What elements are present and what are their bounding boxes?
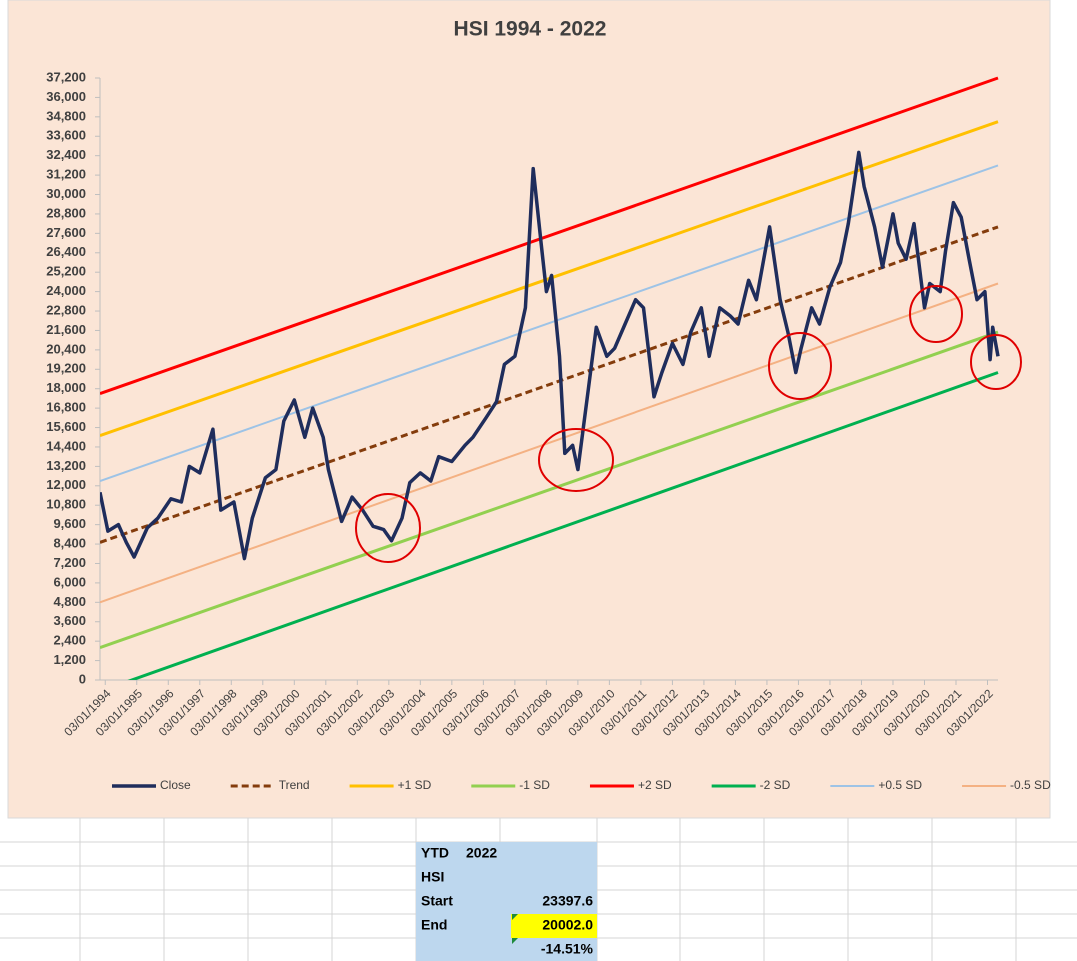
y-tick-label: 19,200 [46, 361, 86, 376]
y-tick-label: 14,400 [46, 438, 86, 453]
y-tick-label: 36,000 [46, 89, 86, 104]
highlight-cell [511, 914, 597, 938]
circle-annotation [355, 493, 421, 563]
legend-label: -2 SD [760, 778, 791, 792]
cell: YTD [421, 845, 449, 861]
y-tick-label: 20,400 [46, 341, 86, 356]
series-line [100, 282, 999, 604]
y-tick-label: 16,800 [46, 400, 86, 415]
series-line [100, 150, 1000, 561]
y-tick-label: 1,200 [53, 652, 86, 667]
y-tick-label: 28,800 [46, 205, 86, 220]
y-tick-label: 24,000 [46, 283, 86, 298]
y-tick-label: 8,400 [53, 536, 86, 551]
y-tick-label: 7,200 [53, 555, 86, 570]
series-line [127, 371, 999, 680]
cell-flag [512, 914, 518, 944]
y-tick-label: 15,600 [46, 419, 86, 434]
circle-annotation [970, 334, 1022, 390]
summary-table: YTD 2022 HSI Start 23397.6 End 20002.0 -… [416, 842, 597, 961]
legend-label: +1 SD [398, 778, 432, 792]
legend-label: Close [160, 778, 191, 792]
legend-label: +2 SD [638, 778, 672, 792]
summary-fill [416, 842, 597, 961]
legend-label: Trend [279, 778, 310, 792]
y-tick-label: 12,000 [46, 477, 86, 492]
y-tick-label: 9,600 [53, 516, 86, 531]
y-tick-label: 31,200 [46, 167, 86, 182]
y-tick-label: 4,800 [53, 594, 86, 609]
y-tick-label: 33,600 [46, 128, 86, 143]
cell: -14.51% [541, 941, 594, 957]
circle-annotation [538, 428, 614, 492]
y-tick-label: 26,400 [46, 244, 86, 259]
annotations [355, 285, 1022, 563]
y-tick-label: 37,200 [46, 69, 86, 84]
legend-label: +0.5 SD [878, 778, 922, 792]
y-tick-label: 3,600 [53, 613, 86, 628]
chart-area [7, 0, 1051, 819]
series-line [100, 225, 999, 544]
circle-annotation [768, 332, 832, 400]
y-tick-label: 0 [79, 671, 86, 686]
y-tick-label: 34,800 [46, 108, 86, 123]
y-tick-label: 6,000 [53, 574, 86, 589]
y-tick-label: 30,000 [46, 186, 86, 201]
y-tick-label: 10,800 [46, 497, 86, 512]
y-tick-label: 2,400 [53, 633, 86, 648]
cell: End [421, 917, 447, 933]
legend-label: -1 SD [519, 778, 550, 792]
cell: HSI [421, 869, 444, 885]
y-tick-label: 32,400 [46, 147, 86, 162]
y-tick-label: 27,600 [46, 225, 86, 240]
legend-label: -0.5 SD [1010, 778, 1051, 792]
circle-annotation [909, 285, 963, 343]
y-tick-label: 13,200 [46, 458, 86, 473]
cell: Start [421, 893, 453, 909]
cell: 20002.0 [542, 917, 593, 933]
y-tick-label: 21,600 [46, 322, 86, 337]
series-line [100, 76, 999, 396]
y-tick-label: 18,000 [46, 380, 86, 395]
y-tick-label: 22,800 [46, 302, 86, 317]
chart-title: HSI 1994 - 2022 [454, 18, 607, 41]
series-group [100, 76, 1000, 680]
cell: 2022 [466, 845, 497, 861]
y-tick-label: 25,200 [46, 264, 86, 279]
cell: 23397.6 [542, 893, 593, 909]
series-line [100, 330, 999, 650]
